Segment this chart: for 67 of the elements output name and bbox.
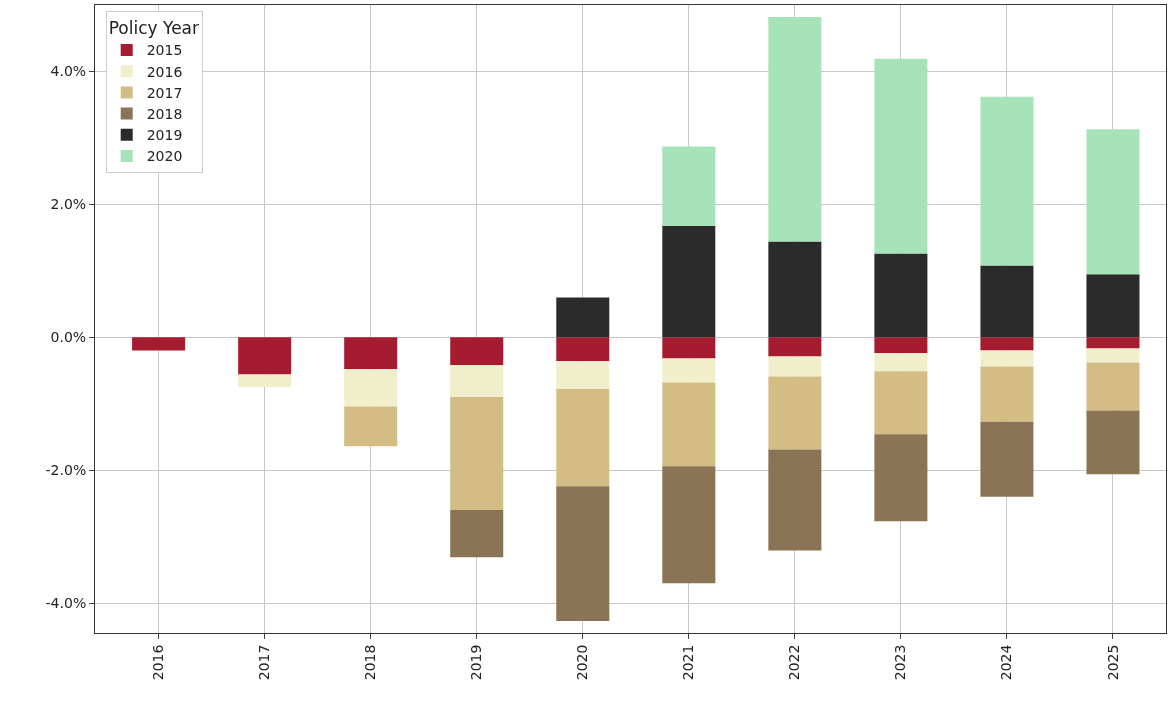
legend-label: 2017 [146, 84, 183, 101]
bar [344, 369, 398, 407]
bar [1086, 410, 1140, 475]
bar [1086, 337, 1140, 349]
bar [556, 337, 610, 362]
x-tick-label: 2019 [468, 644, 485, 681]
y-tick-label: 4.0% [50, 63, 87, 80]
bar [768, 356, 822, 377]
bar [662, 146, 716, 226]
x-tick-label: 2016 [150, 644, 167, 681]
x-tick-label: 2021 [680, 644, 697, 681]
x-tick-label: 2020 [574, 644, 591, 681]
x-tick-label: 2018 [362, 644, 379, 681]
bar [662, 466, 716, 584]
legend-label: 2019 [146, 127, 183, 144]
bar [1086, 129, 1140, 275]
bar [450, 337, 504, 366]
bar [980, 421, 1034, 497]
bar [450, 365, 504, 398]
bar [556, 361, 610, 390]
x-tick-label: 2022 [786, 644, 803, 681]
bar [768, 16, 822, 242]
bar [556, 486, 610, 622]
bar [874, 434, 928, 522]
legend-label: 2018 [146, 106, 183, 123]
bar [768, 337, 822, 357]
bar [450, 510, 504, 558]
bar [662, 382, 716, 467]
bar [980, 350, 1034, 367]
bar [556, 389, 610, 487]
legend-label: 2016 [146, 63, 183, 80]
y-tick-label: 2.0% [50, 196, 87, 213]
bar [768, 449, 822, 551]
x-tick-label: 2023 [892, 644, 909, 681]
legend-label: 2020 [146, 148, 183, 165]
bar [874, 353, 928, 372]
bar [450, 397, 504, 511]
x-tick-label: 2017 [256, 644, 273, 681]
bar [874, 253, 928, 338]
y-tick-label: -4.0% [45, 595, 87, 611]
bar [662, 225, 716, 338]
bar [662, 358, 716, 383]
x-tick-label: 2025 [1104, 644, 1121, 681]
bar [662, 337, 716, 359]
bar [344, 406, 398, 447]
bar [768, 241, 822, 338]
bar [980, 96, 1034, 266]
bar [768, 376, 822, 450]
bar [980, 366, 1034, 422]
bar [238, 337, 292, 375]
bar [344, 337, 398, 370]
bar [980, 337, 1034, 351]
bar [556, 297, 610, 338]
legend-title: Policy Year [108, 18, 200, 39]
x-tick-label: 2024 [998, 644, 1015, 681]
bar [132, 337, 186, 351]
bar [1086, 362, 1140, 411]
legend-label: 2015 [146, 42, 183, 59]
y-tick-label: 0.0% [50, 329, 87, 346]
bar [874, 371, 928, 435]
bar [874, 58, 928, 254]
y-tick-label: -2.0% [45, 462, 87, 479]
bar [238, 374, 292, 388]
bar [1086, 348, 1140, 363]
bar [980, 265, 1034, 338]
bar [874, 337, 928, 354]
bar [1086, 274, 1140, 338]
